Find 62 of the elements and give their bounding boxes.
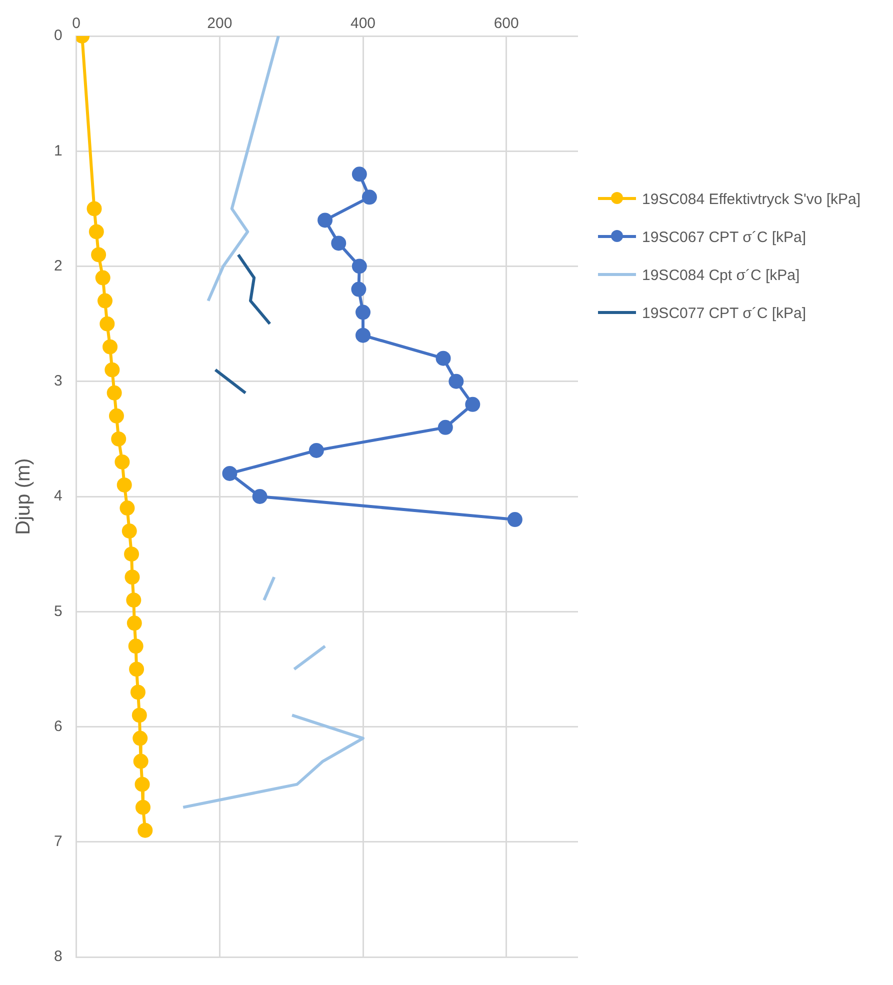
point [448, 374, 464, 389]
y-tick-label: 3 [54, 372, 62, 390]
y-tick-label: 2 [54, 257, 62, 274]
point [132, 708, 147, 723]
legend-label: 19SC084 Cpt σ´C [kPa] [642, 266, 800, 286]
y-tick-label: 1 [54, 142, 62, 160]
y-tick-label: 4 [54, 488, 62, 505]
point [130, 684, 146, 700]
point [356, 304, 371, 320]
point [362, 190, 377, 205]
point [436, 350, 451, 366]
y-tick-label: 6 [54, 718, 62, 735]
point [120, 500, 135, 516]
point [122, 524, 137, 539]
point [465, 396, 480, 412]
point [116, 477, 132, 492]
x-tick-label: 400 [350, 15, 376, 32]
x-tick-label: 600 [494, 15, 519, 32]
point [88, 224, 104, 240]
point [438, 420, 453, 435]
x-tick-label: 200 [207, 15, 232, 32]
x-tick-label: 0 [72, 15, 81, 32]
point [134, 776, 150, 792]
point [124, 570, 140, 585]
y-axis-title: Djup (m) [12, 458, 35, 535]
legend-label: 19SC067 CPT σ´C [kPa] [642, 228, 806, 248]
y-tick-label: 5 [54, 602, 62, 620]
point [331, 236, 346, 251]
point [352, 166, 367, 182]
point [318, 212, 333, 228]
point [104, 362, 120, 378]
point [252, 489, 268, 504]
point [128, 638, 144, 654]
point [507, 512, 522, 528]
point [129, 662, 144, 677]
point [111, 431, 126, 446]
point [114, 454, 130, 470]
y-tick-label: 0 [54, 27, 62, 44]
point [138, 822, 153, 838]
y-tick-label: 7 [54, 833, 62, 850]
point [95, 270, 110, 286]
point [352, 258, 367, 274]
point [102, 339, 118, 354]
legend-label: 19SC077 CPT σ´C [kPa] [642, 304, 806, 324]
point [108, 408, 124, 424]
point [351, 282, 366, 297]
point [133, 754, 148, 769]
point [308, 442, 324, 458]
point [132, 730, 148, 746]
point [135, 800, 150, 815]
point [86, 201, 102, 216]
point [124, 546, 140, 562]
point [222, 466, 238, 481]
point [100, 316, 115, 332]
point [106, 385, 122, 400]
point [98, 293, 113, 308]
y-tick-label: 8 [54, 948, 62, 966]
legend-label: 19SC084 Effektivtryck S'vo [kPa] [642, 190, 861, 210]
point [126, 592, 142, 608]
point [91, 247, 106, 262]
point [126, 616, 142, 631]
point [356, 328, 371, 343]
